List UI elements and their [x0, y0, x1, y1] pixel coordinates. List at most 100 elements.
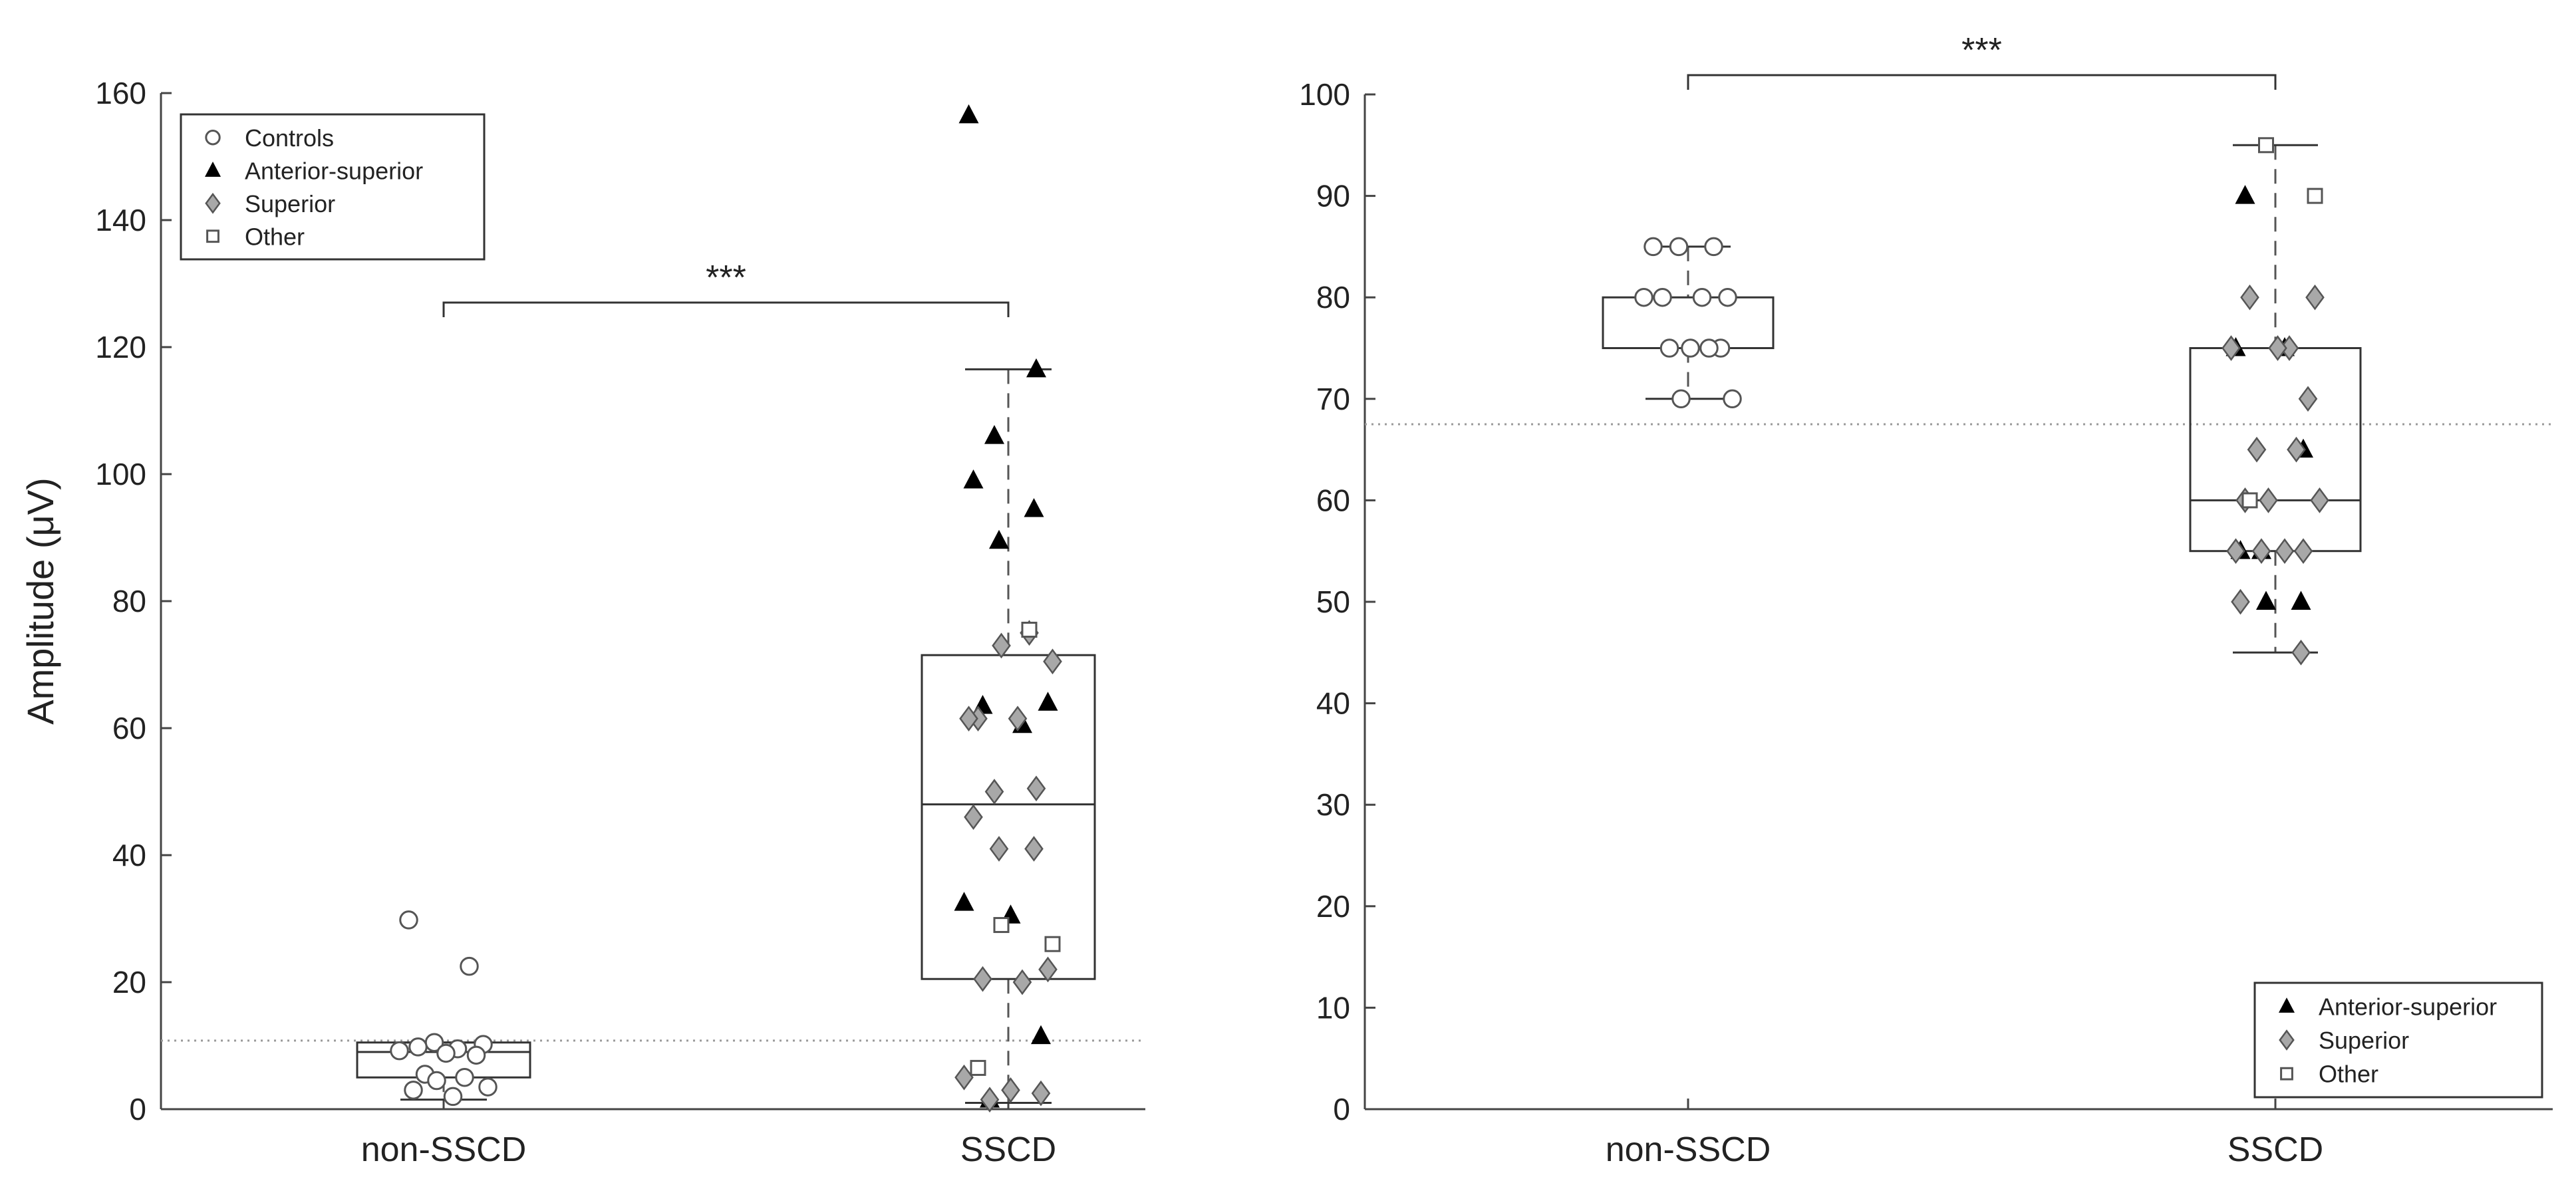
legend-marker: [2280, 1067, 2293, 1081]
y-tick-label: 140: [95, 203, 146, 237]
significance-label: ***: [706, 259, 746, 297]
data-point: [1031, 1080, 1051, 1107]
data-point: [1024, 497, 1044, 517]
data-point: [1031, 1025, 1051, 1045]
data-point: [2291, 639, 2311, 666]
data-point: [2247, 436, 2267, 463]
legend-marker: [2279, 1029, 2295, 1051]
legend-label: Superior: [245, 190, 335, 217]
data-point: [958, 104, 979, 124]
data-point: [989, 529, 1009, 549]
data-point: [443, 1087, 463, 1107]
y-tick-label: 90: [1316, 179, 1350, 213]
data-point: [436, 1043, 456, 1063]
data-point: [959, 706, 978, 732]
x-tick-label: SSCD: [2227, 1130, 2323, 1169]
data-point: [2259, 487, 2278, 513]
box-iqr: [2189, 347, 2362, 553]
data-point: [1704, 237, 1723, 257]
data-point: [1659, 338, 1679, 358]
data-point: [1024, 836, 1044, 862]
data-point: [1021, 621, 1038, 638]
data-point: [2258, 137, 2274, 154]
data-point: [408, 1037, 428, 1057]
significance-label: ***: [1961, 31, 2002, 70]
data-point: [1653, 287, 1672, 307]
data-point: [1669, 237, 1689, 257]
data-point: [1038, 692, 1058, 711]
data-point: [2256, 590, 2276, 610]
data-point: [984, 425, 1004, 444]
data-point: [980, 1087, 1000, 1113]
legend-marker: [2279, 997, 2295, 1013]
data-point: [466, 1045, 486, 1065]
legend-label: Anterior-superior: [2319, 993, 2497, 1020]
data-point: [2240, 284, 2259, 311]
data-point: [1634, 287, 1653, 307]
y-tick-label: 20: [1316, 889, 1350, 924]
data-point: [1723, 389, 1742, 409]
data-point: [460, 956, 479, 976]
right-panel: 0 10 20 30 40 50 60 70 80 90 100 non-SSCD SSCD *** Ant…: [1299, 31, 2553, 1169]
data-point: [2231, 589, 2250, 615]
data-point: [1026, 775, 1046, 802]
data-point: [1699, 338, 1719, 358]
y-tick-label: 100: [95, 457, 146, 491]
data-point: [2298, 386, 2318, 412]
data-point: [964, 804, 983, 831]
data-point: [2310, 487, 2329, 513]
y-tick-label: 60: [1316, 483, 1350, 517]
y-tick-label: 30: [1316, 787, 1350, 822]
data-point: [455, 1068, 474, 1087]
data-point: [1644, 237, 1663, 257]
data-point: [973, 966, 992, 992]
data-point: [1008, 706, 1028, 732]
data-point: [2235, 185, 2255, 204]
data-point: [2307, 188, 2323, 204]
data-point: [1044, 936, 1061, 952]
y-tick-label: 0: [129, 1092, 146, 1126]
legend-box: [180, 113, 486, 261]
legend-marker: [205, 192, 221, 214]
data-point: [2221, 335, 2241, 361]
data-point: [1718, 287, 1737, 307]
data-point: [1043, 648, 1062, 675]
x-tick-label: SSCD: [960, 1130, 1056, 1169]
y-tick-label: 40: [112, 838, 146, 872]
data-point: [954, 1064, 974, 1091]
data-point: [984, 779, 1004, 805]
data-point: [1671, 389, 1691, 409]
legend: Anterior-superior Superior Other: [2253, 982, 2543, 1099]
y-tick-label: 70: [1316, 382, 1350, 416]
legend-marker: [206, 229, 219, 243]
data-point: [954, 892, 974, 911]
data-point: [1692, 287, 1712, 307]
data-point: [992, 632, 1011, 659]
legend-marker: [205, 162, 221, 177]
y-tick-label: 80: [112, 584, 146, 618]
box-SSCD: [921, 368, 1096, 1104]
data-point: [478, 1077, 498, 1097]
data-point: [2291, 590, 2311, 610]
data-point: [1681, 338, 1700, 358]
x-tick-label: non-SSCD: [361, 1130, 527, 1169]
y-tick-label: 40: [1316, 686, 1350, 721]
data-point: [989, 836, 1009, 862]
legend-label: Other: [2319, 1061, 2378, 1088]
data-point: [399, 910, 418, 930]
y-tick-label: 50: [1316, 585, 1350, 619]
box-SSCD: [2189, 144, 2362, 654]
legend-label: Other: [245, 223, 305, 250]
y-tick-label: 120: [95, 330, 146, 364]
y-tick-label: 20: [112, 965, 146, 999]
significance-bracket: [1687, 74, 2277, 90]
data-point: [2305, 284, 2325, 311]
y-tick-label: 100: [1299, 77, 1350, 112]
data-point: [404, 1081, 423, 1100]
data-point: [970, 1059, 986, 1076]
y-tick-label: 160: [95, 76, 146, 110]
y-axis-title: Amplitude (μV): [19, 477, 61, 725]
legend-label: Superior: [2319, 1027, 2409, 1054]
data-point: [993, 917, 1010, 934]
